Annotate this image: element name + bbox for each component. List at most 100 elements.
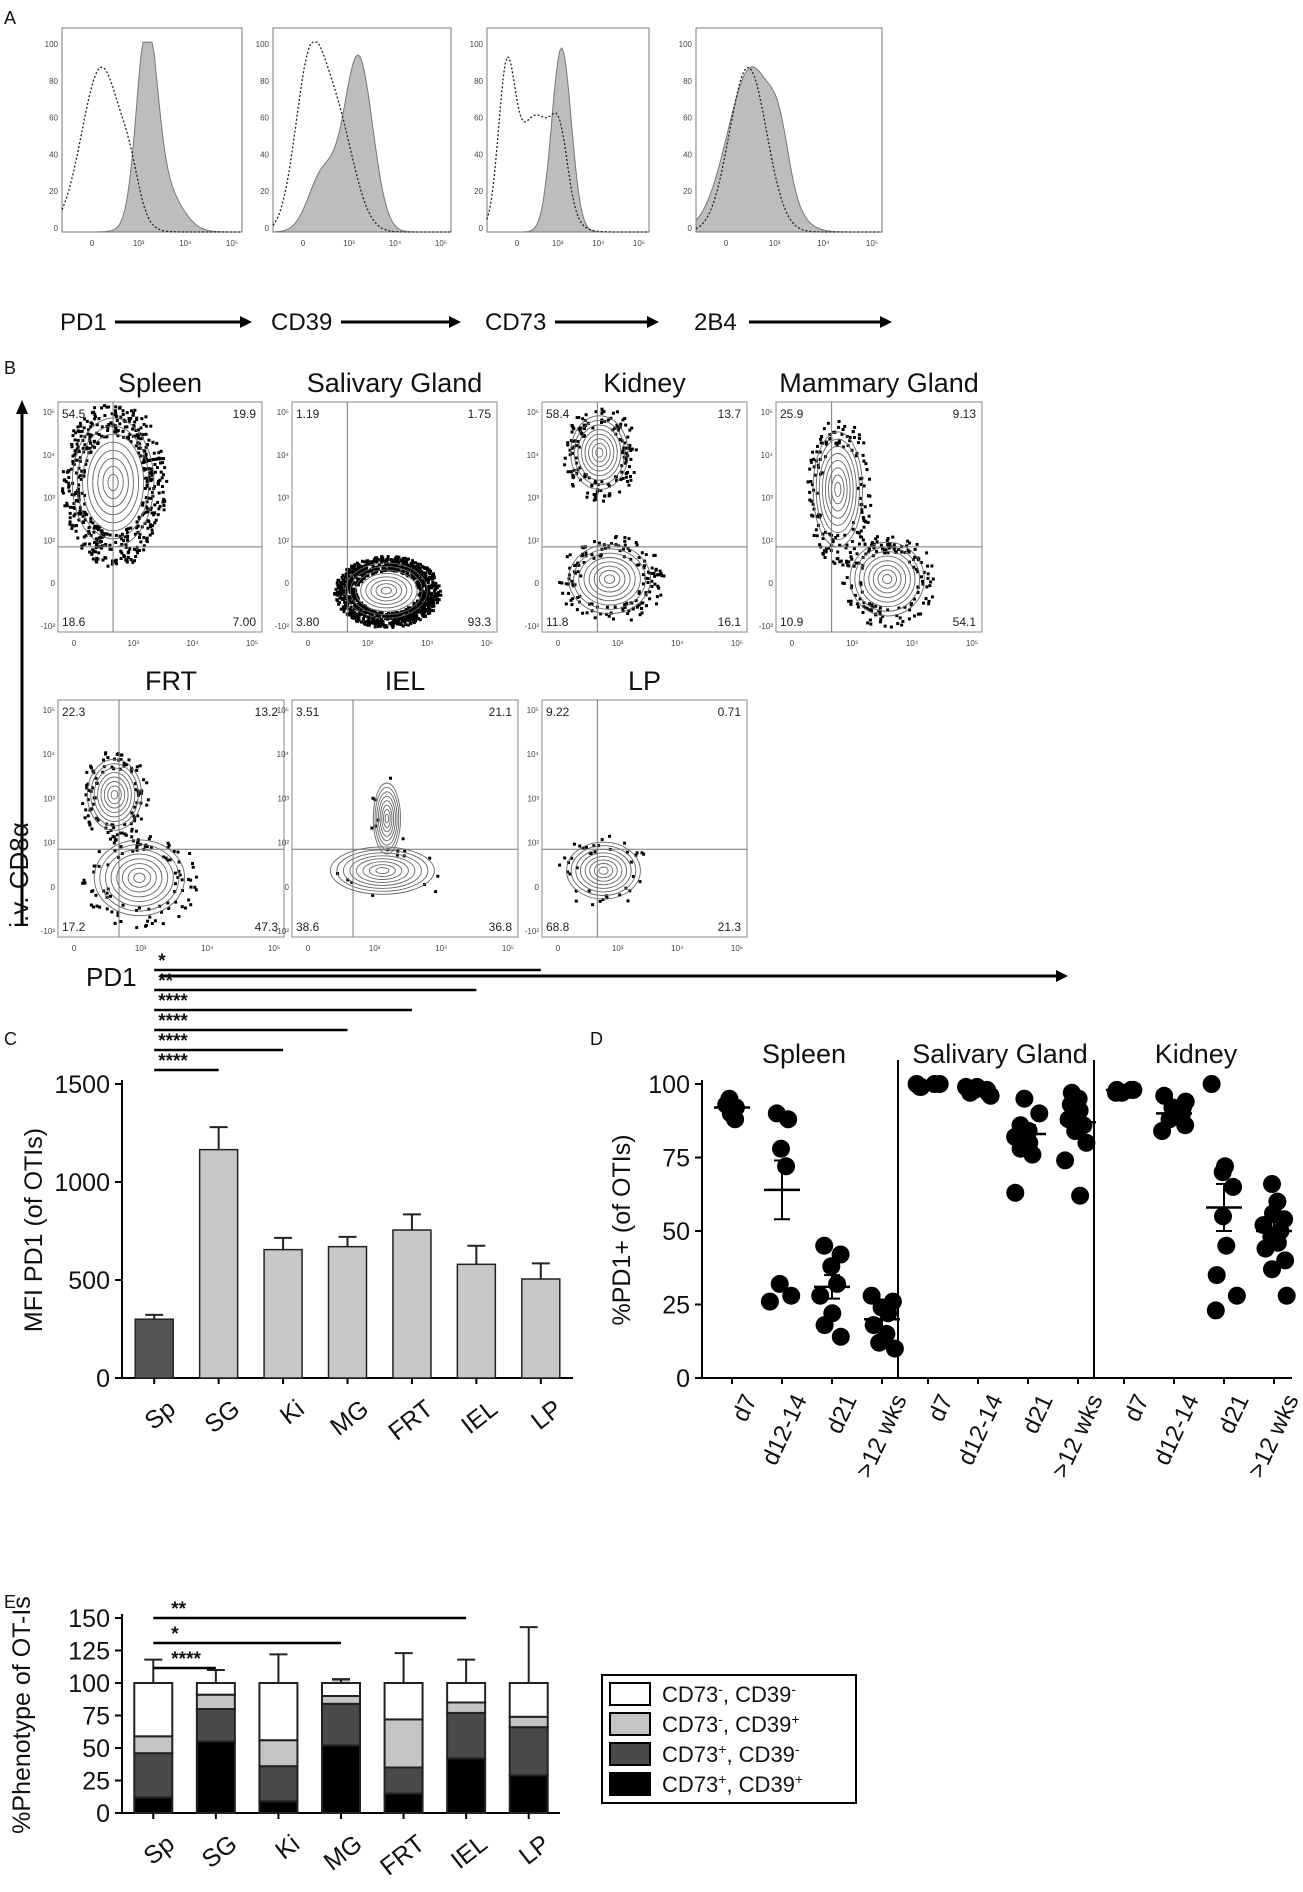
quadrant-upper-left-value: 1.19 bbox=[296, 407, 320, 421]
flow-event-dot bbox=[421, 579, 425, 583]
flow-event-dot bbox=[867, 514, 871, 518]
flow-event-dot bbox=[120, 551, 124, 555]
flow-event-dot bbox=[78, 509, 82, 513]
flow-event-dot bbox=[72, 514, 76, 518]
flow-event-dot bbox=[95, 431, 99, 435]
c-significance-label: **** bbox=[158, 1011, 188, 1032]
flow-event-dot bbox=[560, 581, 564, 585]
flow-event-dot bbox=[396, 853, 399, 857]
flow-event-dot bbox=[435, 598, 439, 601]
flow-event-dot bbox=[334, 592, 338, 596]
e-x-tick-label: Ki bbox=[270, 1830, 305, 1866]
flow-event-dot bbox=[352, 581, 356, 584]
flow-event-dot bbox=[76, 487, 80, 491]
flow-contour bbox=[121, 863, 157, 893]
flow-event-dot bbox=[153, 511, 157, 515]
flow-event-dot bbox=[854, 593, 857, 597]
flow-event-dot bbox=[860, 508, 864, 512]
flow-event-dot bbox=[120, 753, 124, 757]
d-data-point bbox=[979, 1083, 998, 1102]
flow-event-dot bbox=[586, 491, 590, 495]
flow-event-dot bbox=[364, 568, 368, 572]
flow-contour bbox=[863, 555, 911, 603]
flow-event-dot bbox=[929, 580, 933, 584]
flow-event-dot bbox=[148, 533, 152, 537]
e-legend-label: CD73-, CD39+ bbox=[662, 1711, 800, 1737]
flow-event-dot bbox=[145, 483, 149, 487]
flow-event-dot bbox=[625, 459, 628, 463]
flow-event-dot bbox=[94, 893, 98, 897]
flow-contour bbox=[93, 767, 136, 822]
flow-event-dot bbox=[65, 501, 69, 505]
flow-event-dot bbox=[583, 427, 586, 431]
e-stack-segment bbox=[195, 1682, 236, 1696]
flow-event-dot bbox=[141, 503, 145, 507]
flow-plot-x-tick: 0 bbox=[556, 639, 561, 648]
histogram-dotted-curve bbox=[486, 55, 649, 233]
flow-event-dot bbox=[430, 592, 434, 596]
flow-plot-x-tick: 10⁵ bbox=[502, 944, 514, 953]
flow-event-dot bbox=[930, 595, 934, 599]
flow-event-dot bbox=[82, 450, 86, 454]
flow-event-dot bbox=[611, 411, 615, 415]
flow-event-dot bbox=[131, 560, 135, 564]
flow-event-dot bbox=[585, 611, 589, 615]
flow-event-dot bbox=[417, 576, 421, 580]
flow-event-dot bbox=[337, 602, 341, 606]
flow-event-dot bbox=[837, 425, 841, 429]
flow-event-dot bbox=[867, 494, 870, 498]
flow-event-dot bbox=[418, 618, 422, 622]
flow-event-dot bbox=[558, 581, 562, 584]
flow-event-dot bbox=[806, 480, 810, 484]
flow-plot-x-tick: 10⁵ bbox=[246, 639, 258, 648]
c-bar-iel bbox=[456, 1263, 497, 1379]
flow-event-dot bbox=[896, 548, 900, 551]
flow-event-dot bbox=[566, 582, 570, 586]
flow-event-dot bbox=[125, 528, 128, 531]
flow-event-dot bbox=[629, 860, 633, 864]
flow-event-dot bbox=[391, 625, 395, 629]
histogram-x-tick: 0 bbox=[724, 239, 729, 248]
flow-event-dot bbox=[417, 610, 421, 614]
flow-event-dot bbox=[575, 866, 579, 870]
flow-event-dot bbox=[84, 808, 88, 812]
e-stack-segment bbox=[195, 1740, 236, 1814]
flow-event-dot bbox=[147, 907, 151, 911]
flow-event-dot bbox=[95, 525, 99, 528]
flow-event-dot bbox=[68, 522, 72, 526]
flow-event-dot bbox=[623, 536, 627, 540]
flow-event-dot bbox=[824, 547, 828, 551]
flow-event-dot bbox=[434, 890, 438, 894]
flow-event-dot bbox=[124, 558, 128, 562]
flow-event-dot bbox=[350, 583, 354, 587]
flow-event-dot bbox=[635, 543, 639, 547]
quadrant-upper-left-value: 58.4 bbox=[546, 407, 570, 421]
flow-event-dot bbox=[353, 589, 357, 593]
flow-event-dot bbox=[631, 875, 635, 878]
flow-event-dot bbox=[177, 915, 181, 918]
flow-event-dot bbox=[356, 570, 360, 574]
flow-event-dot bbox=[599, 612, 603, 616]
flow-event-dot bbox=[623, 441, 627, 445]
flow-plot-y-tick: 10³ bbox=[527, 794, 539, 803]
flow-event-dot bbox=[144, 424, 148, 428]
flow-event-dot bbox=[864, 519, 868, 523]
flow-plot-title: Mammary Gland bbox=[779, 368, 979, 398]
flow-event-dot bbox=[629, 449, 633, 452]
flow-event-dot bbox=[362, 576, 366, 580]
flow-event-dot bbox=[346, 598, 350, 602]
flow-event-dot bbox=[623, 543, 627, 547]
flow-event-dot bbox=[812, 534, 816, 537]
quadrant-lower-left-value: 68.8 bbox=[546, 920, 570, 934]
flow-event-dot bbox=[424, 576, 428, 580]
flow-event-dot bbox=[381, 566, 385, 570]
flow-event-dot bbox=[133, 782, 137, 786]
flow-event-dot bbox=[584, 846, 588, 849]
flow-plot-x-tick: 0 bbox=[72, 944, 77, 953]
flow-plot-y-tick: 10³ bbox=[43, 794, 55, 803]
flow-event-dot bbox=[646, 581, 650, 584]
flow-event-dot bbox=[834, 536, 838, 539]
flow-event-dot bbox=[135, 926, 139, 930]
flow-event-dot bbox=[340, 592, 344, 596]
flow-event-dot bbox=[372, 611, 376, 614]
